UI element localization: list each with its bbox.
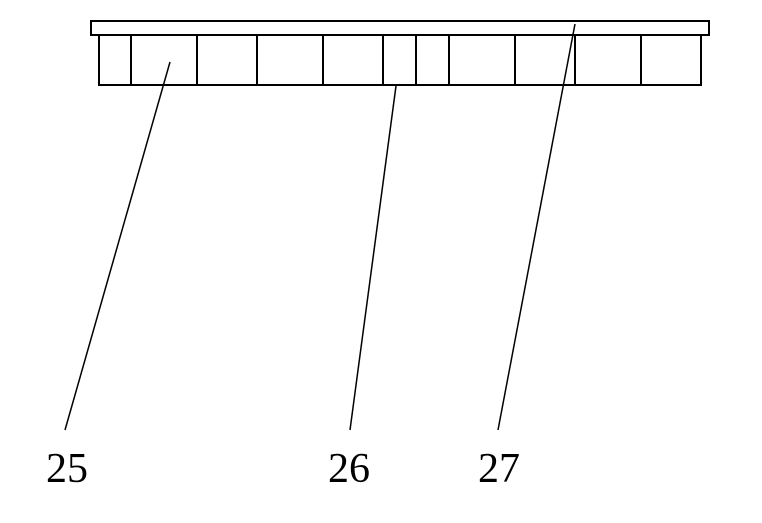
diagram-root: 25 26 27 [0,0,762,523]
label-27: 27 [478,445,520,493]
leader-line-25 [65,62,170,430]
label-26: 26 [328,445,370,493]
leader-lines-svg [0,0,762,523]
leader-line-27 [498,24,575,430]
leader-line-26 [350,86,396,430]
label-25: 25 [46,445,88,493]
